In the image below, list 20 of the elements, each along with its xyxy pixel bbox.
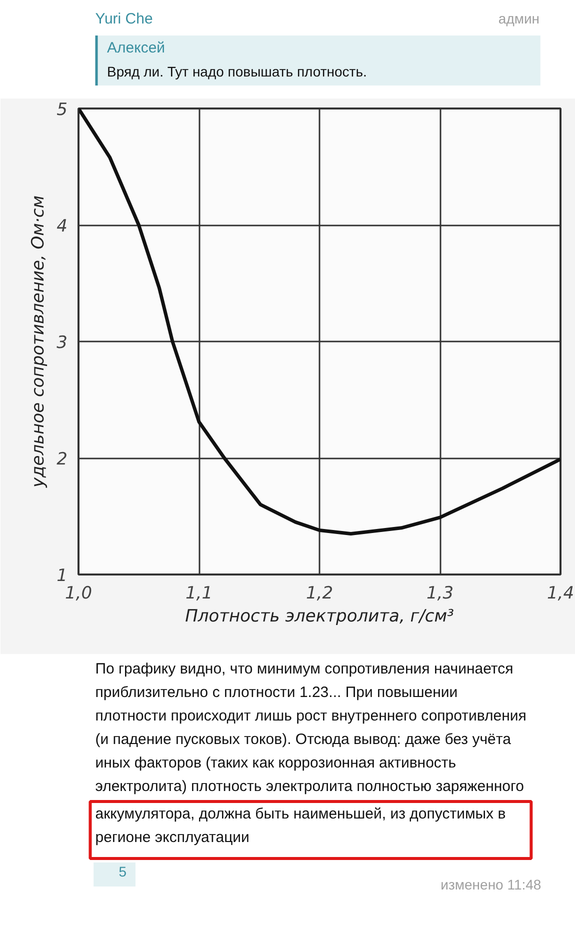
x-tick-label: 1,3 [426, 584, 454, 604]
x-tick-label: 1,4 [546, 584, 574, 604]
text: Вряд ли. Тут надо повышать плотность. [107, 64, 367, 80]
text: 5 [118, 864, 127, 880]
y-tick-label: 3 [56, 333, 68, 353]
text: Yuri Che [95, 10, 153, 28]
line-series [78, 108, 560, 536]
y-tick-label: 4 [56, 216, 68, 236]
y-tick-label: 2 [56, 450, 68, 470]
x-axis-title: Плотность электролита, г/см³ [185, 606, 454, 626]
text: аккумулятора, должна быть наименьшей, из допустимых в регионе эксплуатации [95, 806, 506, 846]
x-tick-label: 1,2 [306, 584, 334, 604]
text: Алексей [107, 40, 166, 56]
x-tick-label: 1,0 [64, 584, 92, 604]
y-tick-label: 1 [56, 566, 68, 586]
y-axis-title: удельное сопротивление, Ом·см [28, 195, 49, 489]
text: админ [498, 10, 540, 26]
y-tick-label: 5 [56, 100, 68, 120]
x-tick-label: 1,1 [185, 584, 213, 604]
text: изменено 11:48 [440, 876, 542, 892]
